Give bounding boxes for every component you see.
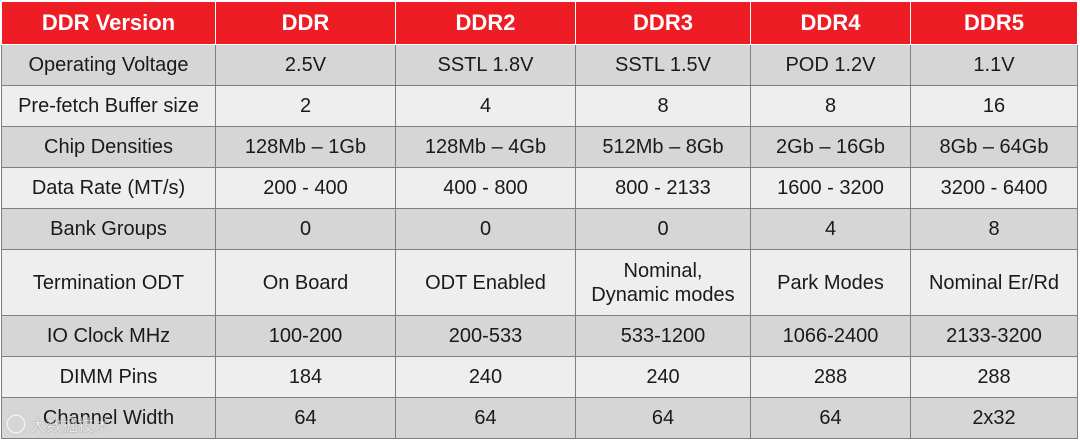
table-cell: 100-200: [215, 315, 396, 357]
row-label: Operating Voltage: [1, 44, 216, 86]
table-cell: 200-533: [395, 315, 576, 357]
table-cell: 128Mb – 1Gb: [215, 126, 396, 168]
table-cell: 240: [575, 356, 751, 398]
table-cell: 128Mb – 4Gb: [395, 126, 576, 168]
table-cell: 4: [395, 85, 576, 127]
table-cell: 240: [395, 356, 576, 398]
row-label: Bank Groups: [1, 208, 216, 250]
row-label: Termination ODT: [1, 249, 216, 316]
table-cell: 288: [910, 356, 1078, 398]
table-body: Operating Voltage 2.5V SSTL 1.8V SSTL 1.…: [1, 44, 1078, 439]
table-cell: 512Mb – 8Gb: [575, 126, 751, 168]
table-cell: 64: [575, 397, 751, 439]
ddr-comparison-table: DDR Version DDR DDR2 DDR3 DDR4 DDR5 Oper…: [1, 1, 1078, 439]
table-row: Channel Width 64 64 64 64 2x32: [1, 397, 1078, 439]
table-cell: 0: [395, 208, 576, 250]
table-cell: 288: [750, 356, 911, 398]
table-cell: 64: [215, 397, 396, 439]
table-row: IO Clock MHz 100-200 200-533 533-1200 10…: [1, 315, 1078, 357]
header-cell-ddr2: DDR2: [395, 1, 576, 45]
row-label: DIMM Pins: [1, 356, 216, 398]
table-cell: 8: [575, 85, 751, 127]
table-cell: Nominal, Dynamic modes: [575, 249, 751, 316]
table-cell: Nominal Er/Rd: [910, 249, 1078, 316]
header-cell-ddr4: DDR4: [750, 1, 911, 45]
table-cell: On Board: [215, 249, 396, 316]
header-cell-ddr: DDR: [215, 1, 396, 45]
table-cell: SSTL 1.5V: [575, 44, 751, 86]
table-row: Bank Groups 0 0 0 4 8: [1, 208, 1078, 250]
table-cell: 2Gb – 16Gb: [750, 126, 911, 168]
table-row: Data Rate (MT/s) 200 - 400 400 - 800 800…: [1, 167, 1078, 209]
table-cell: 2: [215, 85, 396, 127]
table-cell: 1.1V: [910, 44, 1078, 86]
table-cell: 200 - 400: [215, 167, 396, 209]
table-row: Operating Voltage 2.5V SSTL 1.8V SSTL 1.…: [1, 44, 1078, 86]
table-cell: 3200 - 6400: [910, 167, 1078, 209]
table-cell: POD 1.2V: [750, 44, 911, 86]
table-cell: 16: [910, 85, 1078, 127]
table-cell: 2x32: [910, 397, 1078, 439]
row-label: Channel Width: [1, 397, 216, 439]
table-cell: 0: [575, 208, 751, 250]
header-row: DDR Version DDR DDR2 DDR3 DDR4 DDR5: [1, 1, 1078, 45]
table-cell: 2133-3200: [910, 315, 1078, 357]
table-cell: 8: [910, 208, 1078, 250]
row-label: Chip Densities: [1, 126, 216, 168]
header-cell-ddr3: DDR3: [575, 1, 751, 45]
table-row: Pre-fetch Buffer size 2 4 8 8 16: [1, 85, 1078, 127]
table-cell: 400 - 800: [395, 167, 576, 209]
table-header: DDR Version DDR DDR2 DDR3 DDR4 DDR5: [1, 1, 1078, 45]
table-cell: 64: [750, 397, 911, 439]
table-cell: 533-1200: [575, 315, 751, 357]
table-cell: 0: [215, 208, 396, 250]
table-row: Termination ODT On Board ODT Enabled Nom…: [1, 249, 1078, 316]
header-cell-ddr5: DDR5: [910, 1, 1078, 45]
table-cell: ODT Enabled: [395, 249, 576, 316]
table-cell: 1600 - 3200: [750, 167, 911, 209]
row-label: Pre-fetch Buffer size: [1, 85, 216, 127]
table-cell: 64: [395, 397, 576, 439]
table-cell: 1066-2400: [750, 315, 911, 357]
table-row: DIMM Pins 184 240 240 288 288: [1, 356, 1078, 398]
row-label: Data Rate (MT/s): [1, 167, 216, 209]
table-cell: 8Gb – 64Gb: [910, 126, 1078, 168]
table-cell: Park Modes: [750, 249, 911, 316]
row-label: IO Clock MHz: [1, 315, 216, 357]
table-cell: 2.5V: [215, 44, 396, 86]
table-cell: 800 - 2133: [575, 167, 751, 209]
table-cell: 184: [215, 356, 396, 398]
table-cell: SSTL 1.8V: [395, 44, 576, 86]
header-cell-ddr-version: DDR Version: [1, 1, 216, 45]
table-row: Chip Densities 128Mb – 1Gb 128Mb – 4Gb 5…: [1, 126, 1078, 168]
table-cell: 4: [750, 208, 911, 250]
table-cell: 8: [750, 85, 911, 127]
